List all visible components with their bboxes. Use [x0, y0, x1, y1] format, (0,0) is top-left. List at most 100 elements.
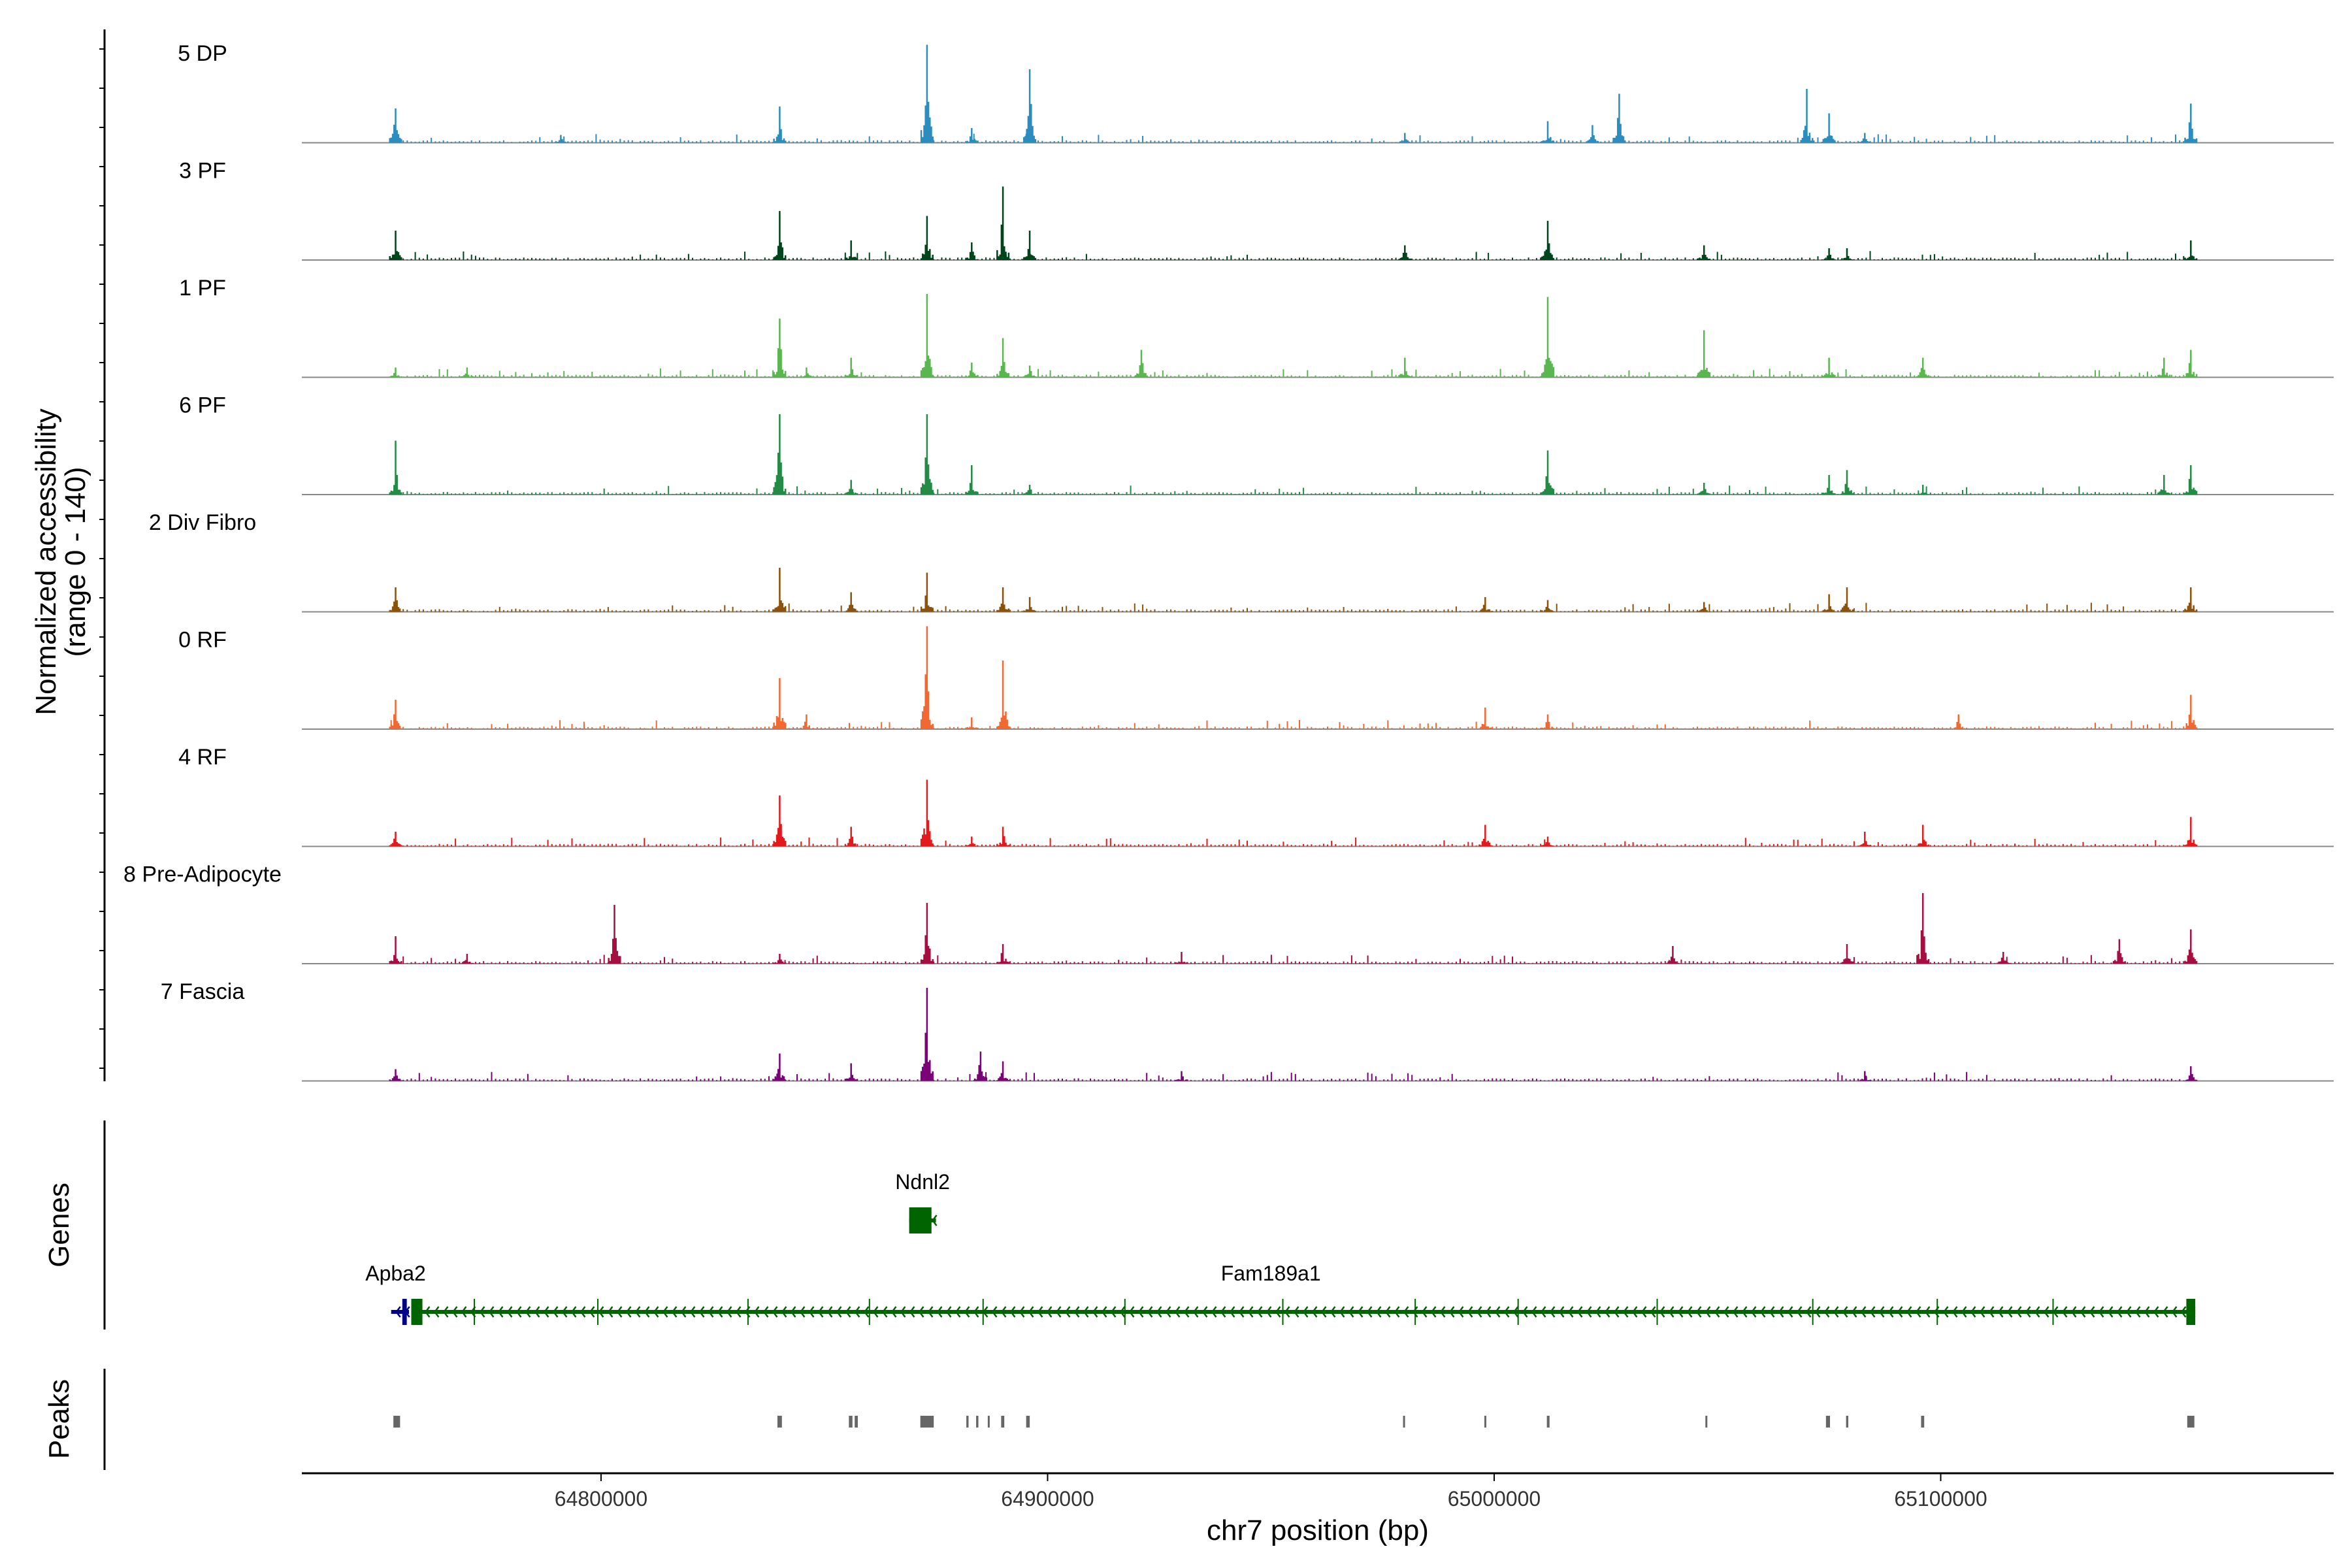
coverage-peak: [1840, 470, 1854, 495]
strand-arrow: [543, 1306, 549, 1318]
strand-arrow: [1256, 1306, 1263, 1318]
coverage-peak: [920, 216, 934, 260]
strand-arrow: [1961, 1306, 1967, 1318]
coverage-peak: [1840, 587, 1854, 612]
strand-arrow: [1311, 1306, 1318, 1318]
strand-arrow: [1924, 1306, 1931, 1318]
strand-arrow: [1439, 1306, 1446, 1318]
strand-arrow: [1320, 1306, 1327, 1318]
peak-region: [966, 1416, 969, 1428]
track-background-signal: [390, 602, 2193, 612]
strand-arrow: [2107, 1306, 2114, 1318]
coverage-peak: [1800, 89, 1814, 143]
strand-arrow: [1266, 1306, 1272, 1318]
coverage-peak: [1916, 893, 1930, 964]
track-label: 3 PF: [179, 159, 226, 184]
coverage-peak: [389, 440, 402, 495]
track-background-signal: [390, 720, 2193, 729]
strand-arrow: [1695, 1306, 1702, 1318]
coverage-track: 6 PF: [179, 393, 2334, 495]
strand-arrow: [1384, 1306, 1391, 1318]
coverage-peak: [1612, 93, 1626, 143]
strand-arrow: [1137, 1306, 1144, 1318]
coverage-peak: [1997, 952, 2010, 964]
coverage-peak: [920, 294, 934, 378]
coverage-peak: [773, 318, 787, 378]
strand-arrow: [689, 1306, 696, 1318]
strand-arrow: [616, 1306, 623, 1318]
coverage-peak: [1858, 133, 1872, 143]
strand-arrow: [662, 1306, 668, 1318]
strand-arrow: [433, 1306, 440, 1318]
strand-arrow: [1979, 1306, 1985, 1318]
x-axis-ticks: 64800000 64900000 65000000 65100000: [555, 1473, 1987, 1511]
coverage-peak: [996, 944, 1010, 964]
gene-apba2: Apba2: [365, 1262, 426, 1325]
strand-arrow: [2025, 1306, 2031, 1318]
track-label: 7 Fascia: [161, 979, 245, 1004]
strand-arrow: [1174, 1306, 1181, 1318]
strand-arrow: [1412, 1306, 1418, 1318]
strand-arrow: [479, 1306, 485, 1318]
strand-arrow: [726, 1306, 732, 1318]
strand-arrow: [1458, 1306, 1464, 1318]
coverage-peak: [608, 905, 621, 964]
coverage-peak: [1697, 483, 1711, 495]
strand-arrow: [1403, 1306, 1409, 1318]
coverage-peak: [2184, 240, 2198, 260]
genes-panel-title: Genes: [43, 1183, 75, 1267]
coverage-peak: [844, 357, 858, 378]
coverage-peak: [1398, 357, 1412, 378]
strand-arrow: [607, 1306, 613, 1318]
strand-arrow: [625, 1306, 632, 1318]
strand-arrow: [461, 1306, 467, 1318]
strand-arrow: [1814, 1306, 1821, 1318]
coverage-track: 4 RF: [178, 745, 2334, 847]
strand-arrow: [1183, 1306, 1190, 1318]
strand-arrow: [395, 1306, 401, 1318]
coverage-tracks: 5 DP 3 PF 1 PF 6 PF 2 Div Fibro 0 RF 4 RF 8 Pre…: [123, 41, 2334, 1082]
coverage-peak: [996, 661, 1010, 729]
coverage-peak: [996, 1061, 1010, 1081]
track-label: 0 RF: [178, 628, 227, 653]
strand-arrow: [1083, 1306, 1089, 1318]
strand-arrow: [1119, 1306, 1126, 1318]
coverage-peak: [965, 836, 979, 847]
peak-region: [849, 1416, 853, 1428]
coverage-track: 2 Div Fibro: [149, 510, 2334, 613]
strand-arrow: [1339, 1306, 1345, 1318]
coverage-peak: [1134, 350, 1149, 378]
gene-exon: [2186, 1299, 2196, 1325]
strand-arrow: [1549, 1306, 1556, 1318]
peak-region: [1825, 1416, 1830, 1428]
strand-arrow: [854, 1306, 860, 1318]
coverage-peak: [844, 240, 858, 260]
track-label: 5 DP: [178, 41, 227, 66]
coverage-peak: [1822, 594, 1836, 612]
coverage-peak: [1541, 450, 1555, 495]
strand-arrow: [1897, 1306, 1903, 1318]
strand-arrow: [2070, 1306, 2077, 1318]
strand-arrow: [900, 1306, 906, 1318]
coverage-peak: [920, 44, 934, 143]
strand-arrow: [2034, 1306, 2040, 1318]
x-tick-label: 64900000: [1001, 1487, 1094, 1511]
strand-arrow: [753, 1306, 760, 1318]
peak-region: [393, 1416, 400, 1428]
track-label: 8 Pre-Adipocyte: [123, 862, 282, 887]
strand-arrow: [1247, 1306, 1254, 1318]
x-tick-label: 64800000: [555, 1487, 647, 1511]
strand-arrow: [1238, 1306, 1245, 1318]
strand-arrow: [589, 1306, 595, 1318]
strand-arrow: [817, 1306, 824, 1318]
peak-region: [976, 1416, 979, 1428]
strand-arrow: [515, 1306, 522, 1318]
coverage-peak: [844, 592, 858, 612]
coverage-peak: [773, 211, 787, 260]
strand-arrow: [1192, 1306, 1199, 1318]
strand-arrow: [845, 1306, 851, 1318]
strand-arrow: [2134, 1306, 2141, 1318]
strand-arrow: [2061, 1306, 2068, 1318]
strand-arrow: [991, 1306, 998, 1318]
gene-fam189a1: Fam189a1: [411, 1262, 2196, 1325]
